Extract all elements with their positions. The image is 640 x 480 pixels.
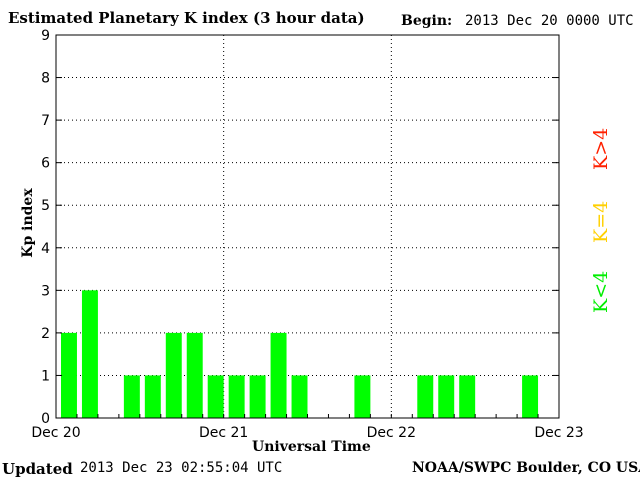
kp-bar [270,332,287,418]
x-tick-label: Dec 22 [367,425,416,441]
plot-frame [55,34,560,419]
kp-bar [186,332,203,418]
y-tick-label: 8 [41,71,50,87]
y-tick-label: 1 [41,368,50,384]
x-axis-label: Universal Time [252,439,371,455]
y-axis-label: Kp index [20,188,36,258]
y-tick-label: 2 [41,326,50,342]
kp-bar [81,290,98,418]
credit-line: NOAA/SWPC Boulder, CO USA [412,460,640,476]
x-tick-label: Dec 23 [534,425,583,441]
legend-k-equals-4: K=4 [590,200,612,243]
kp-bar [459,375,476,418]
begin-value: 2013 Dec 20 0000 UTC [465,13,634,29]
grid [56,35,559,418]
kp-bar [354,375,371,418]
ticks: 0 1 2 3 4 5 6 7 8 9 Dec 20 Dec 21 Dec 22 Dec 23 [31,28,583,441]
kp-bar [144,375,161,418]
kp-bar [165,332,182,418]
y-tick-label: 5 [41,198,50,214]
updated-timestamp: 2013 Dec 23 02:55:04 UTC [80,460,283,476]
y-tick-label: 4 [41,241,50,257]
y-tick-label: 0 [41,411,50,427]
x-tick-label: Dec 20 [31,425,80,441]
updated-label: Updated [2,460,73,478]
legend-k-greater-4: K>4 [590,127,612,170]
kp-bar [228,375,245,418]
kp-bar [207,375,224,418]
y-tick-label: 7 [41,113,50,129]
legend-k-less-4: K<4 [590,270,612,313]
kp-bar [61,332,77,418]
kp-bar [417,375,434,418]
y-tick-label: 3 [41,283,50,299]
begin-label: Begin: [401,13,453,29]
bars [61,290,539,418]
kp-bar [249,375,266,418]
y-tick-label: 6 [41,156,50,172]
y-tick-label: 9 [41,28,50,44]
kp-bar [522,375,539,418]
kp-bar [291,375,308,418]
chart-title: Estimated Planetary K index (3 hour data… [8,9,365,27]
x-tick-label: Dec 21 [199,425,248,441]
kp-bar [123,375,140,418]
kp-bar [438,375,455,418]
